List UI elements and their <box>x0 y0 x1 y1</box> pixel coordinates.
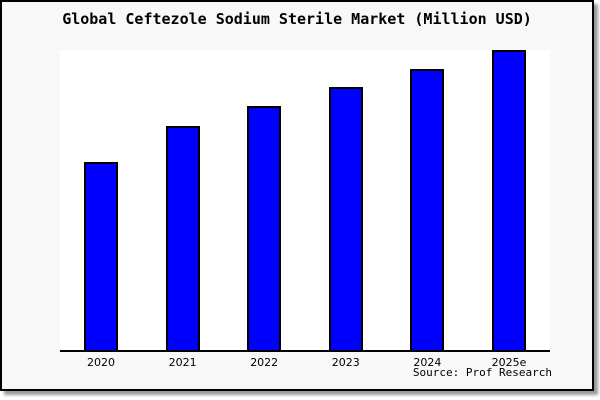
x-tick-label-2025e: 2025e <box>491 356 527 369</box>
chart-frame: Global Ceftezole Sodium Sterile Market (… <box>0 0 594 391</box>
chart-title: Global Ceftezole Sodium Sterile Market (… <box>62 10 532 28</box>
bar-2024 <box>410 68 445 350</box>
plot-area: 2020 2021 2022 2023 2024 2025e <box>60 50 550 369</box>
x-tick-label-2024: 2024 <box>413 356 442 369</box>
x-tick-label-2022: 2022 <box>250 356 279 369</box>
bar-2021 <box>165 125 200 350</box>
bar-2022 <box>247 106 282 350</box>
x-tick-label-2020: 2020 <box>87 356 115 369</box>
bar-2023 <box>328 86 363 350</box>
source-caption: Source: Prof Research <box>412 366 552 379</box>
x-tick-label-2021: 2021 <box>168 356 197 369</box>
bar-2020 <box>84 161 118 350</box>
x-tick-label-2023: 2023 <box>331 356 360 369</box>
bar-2025e <box>492 50 526 350</box>
